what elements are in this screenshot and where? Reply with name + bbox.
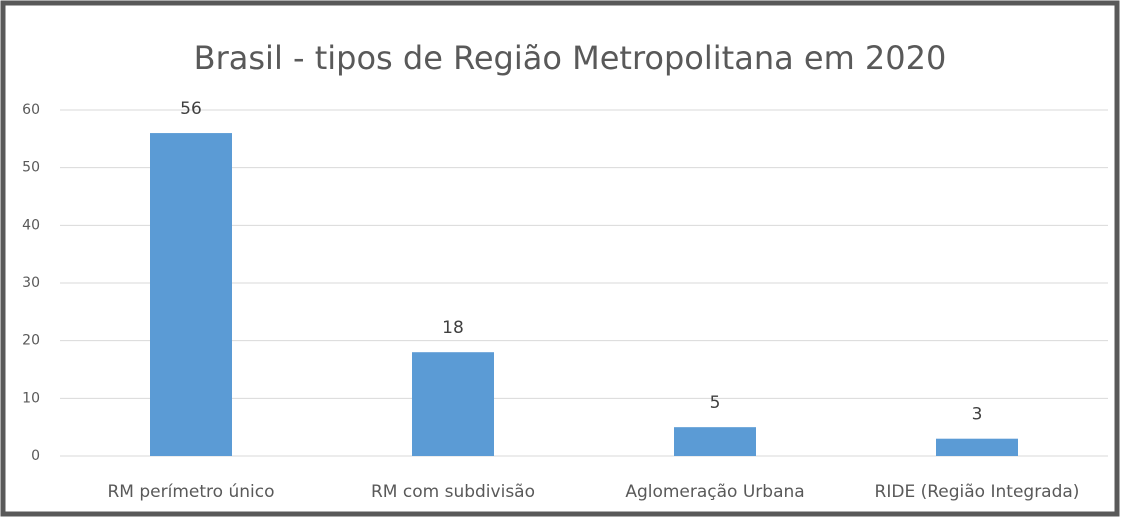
y-tick-label: 60 [22,102,40,118]
data-label: 5 [710,393,721,413]
x-tick-label: RM perímetro único [108,482,275,502]
bar [412,352,494,456]
bar [674,427,756,456]
y-tick-label: 20 [22,333,40,349]
bar [936,438,1018,456]
x-tick-label: Aglomeração Urbana [625,482,804,502]
x-tick-label: RIDE (Região Integrada) [875,482,1080,502]
chart-title: Brasil - tipos de Região Metropolitana e… [194,39,947,77]
y-tick-label: 50 [22,160,40,176]
y-tick-label: 10 [22,390,40,406]
x-tick-label: RM com subdivisão [371,482,535,502]
data-label: 56 [180,99,202,119]
y-tick-label: 0 [31,448,40,464]
bar [150,133,232,457]
y-tick-label: 30 [22,275,40,291]
y-tick-label: 40 [22,217,40,233]
data-label: 3 [972,405,983,425]
data-label: 18 [442,318,464,338]
